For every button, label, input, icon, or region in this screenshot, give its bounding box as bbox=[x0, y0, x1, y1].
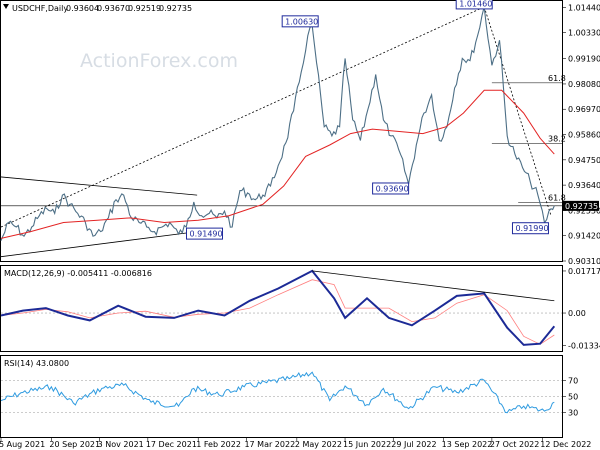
x-tick-label: 20 Sep 2021 bbox=[49, 440, 100, 449]
rsi-title: RSI(14) 43.0800 bbox=[4, 359, 69, 368]
trendline bbox=[483, 6, 552, 216]
macd-y-tick-label: 0.017174 bbox=[568, 267, 600, 276]
price-title-close: 0.92735 bbox=[159, 4, 192, 13]
price-layer: 1.01440 1.00330 0.99190 0.98080 0.96970 0.958… bbox=[0, 0, 600, 266]
macd-y-tick-label: -0.01334 bbox=[568, 342, 600, 351]
price-label-text: 1.01460 bbox=[459, 0, 492, 8]
price-label-text: 0.93690 bbox=[376, 184, 409, 193]
trendline bbox=[0, 176, 198, 196]
fib-level-label: 61.8 bbox=[548, 74, 566, 83]
macd-title: MACD(12,26,9) -0.005411 -0.006816 bbox=[4, 269, 152, 278]
rsi-line bbox=[0, 371, 555, 414]
rsi-layer: 70 50 30 bbox=[0, 371, 578, 418]
trendline bbox=[0, 6, 485, 228]
x-tick-label: 27 Oct 2022 bbox=[490, 440, 539, 449]
current-price-tag-text: 0.92735 bbox=[565, 202, 598, 211]
x-tick-label: 1 Feb 2022 bbox=[196, 440, 241, 449]
price-y-tick-label: 0.96970 bbox=[568, 105, 600, 114]
macd-y-tick-label: 0.00 bbox=[568, 309, 586, 318]
trendline bbox=[0, 231, 198, 258]
price-label-text: 0.91490 bbox=[190, 230, 223, 239]
price-y-tick-label: 0.91420 bbox=[568, 232, 600, 241]
price-title: USDCHF,Daily 0.93604 0.93670 0.92519 0.9… bbox=[3, 4, 192, 13]
price-y-tick-label: 0.98080 bbox=[568, 80, 600, 89]
price-y-tick-label: 1.00330 bbox=[568, 29, 600, 38]
price-label-box bbox=[186, 227, 224, 240]
price-title-symbol: USDCHF,Daily bbox=[12, 4, 68, 13]
price-y-tick-label: 0.90310 bbox=[568, 257, 600, 266]
fib-level-label: 38.2 bbox=[548, 135, 566, 144]
rsi-y-tick-label: 30 bbox=[568, 409, 578, 418]
price-y-tick-label: 0.94750 bbox=[568, 156, 600, 165]
fib-level-label: 61.8 bbox=[548, 194, 566, 203]
price-label-box bbox=[372, 182, 410, 195]
price-label-box bbox=[511, 222, 549, 235]
price-y-tick-label: 1.01440 bbox=[568, 3, 600, 12]
price-y-tick-label: 0.92530 bbox=[568, 206, 600, 215]
moving-average-line bbox=[0, 89, 555, 239]
price-title-low: 0.92519 bbox=[128, 4, 161, 13]
price-series bbox=[0, 6, 555, 241]
x-tick-label: 15 Jun 2022 bbox=[343, 440, 391, 449]
x-tick-label: 3 Nov 2021 bbox=[98, 440, 144, 449]
x-tick-label: 17 Mar 2022 bbox=[244, 440, 295, 449]
price-label-box bbox=[281, 15, 319, 28]
price-y-tick-label: 0.93640 bbox=[568, 181, 600, 190]
macd-trendline bbox=[312, 270, 555, 302]
rsi-y-tick-label: 50 bbox=[568, 393, 578, 402]
price-label-text: 1.00630 bbox=[285, 17, 318, 26]
price-label-text: 0.91990 bbox=[515, 224, 548, 233]
current-price-tag bbox=[563, 200, 599, 211]
price-title-high: 0.93670 bbox=[97, 4, 130, 13]
x-tick-label: 5 Aug 2021 bbox=[0, 440, 45, 449]
macd-layer: 0.017174 0.00 -0.01334 bbox=[0, 267, 600, 351]
price-y-tick-label: 0.95860 bbox=[568, 131, 600, 140]
rsi-y-tick-label: 70 bbox=[568, 376, 578, 385]
x-tick-label: 17 Dec 2021 bbox=[146, 440, 197, 449]
price-y-tick-label: 0.99190 bbox=[568, 55, 600, 64]
price-panel-frame bbox=[0, 0, 563, 262]
price-label-box bbox=[455, 0, 493, 10]
triangle-icon bbox=[3, 4, 9, 9]
x-tick-label: 12 Dec 2022 bbox=[540, 440, 591, 449]
price-title-open: 0.93604 bbox=[66, 4, 99, 13]
watermark: ActionForex.com bbox=[80, 50, 238, 72]
macd-panel-frame bbox=[0, 265, 563, 352]
x-tick-label: 13 Sep 2022 bbox=[442, 440, 493, 449]
x-tick-label: 2 May 2022 bbox=[295, 440, 342, 449]
x-tick-label: 29 Jul 2022 bbox=[391, 440, 436, 449]
